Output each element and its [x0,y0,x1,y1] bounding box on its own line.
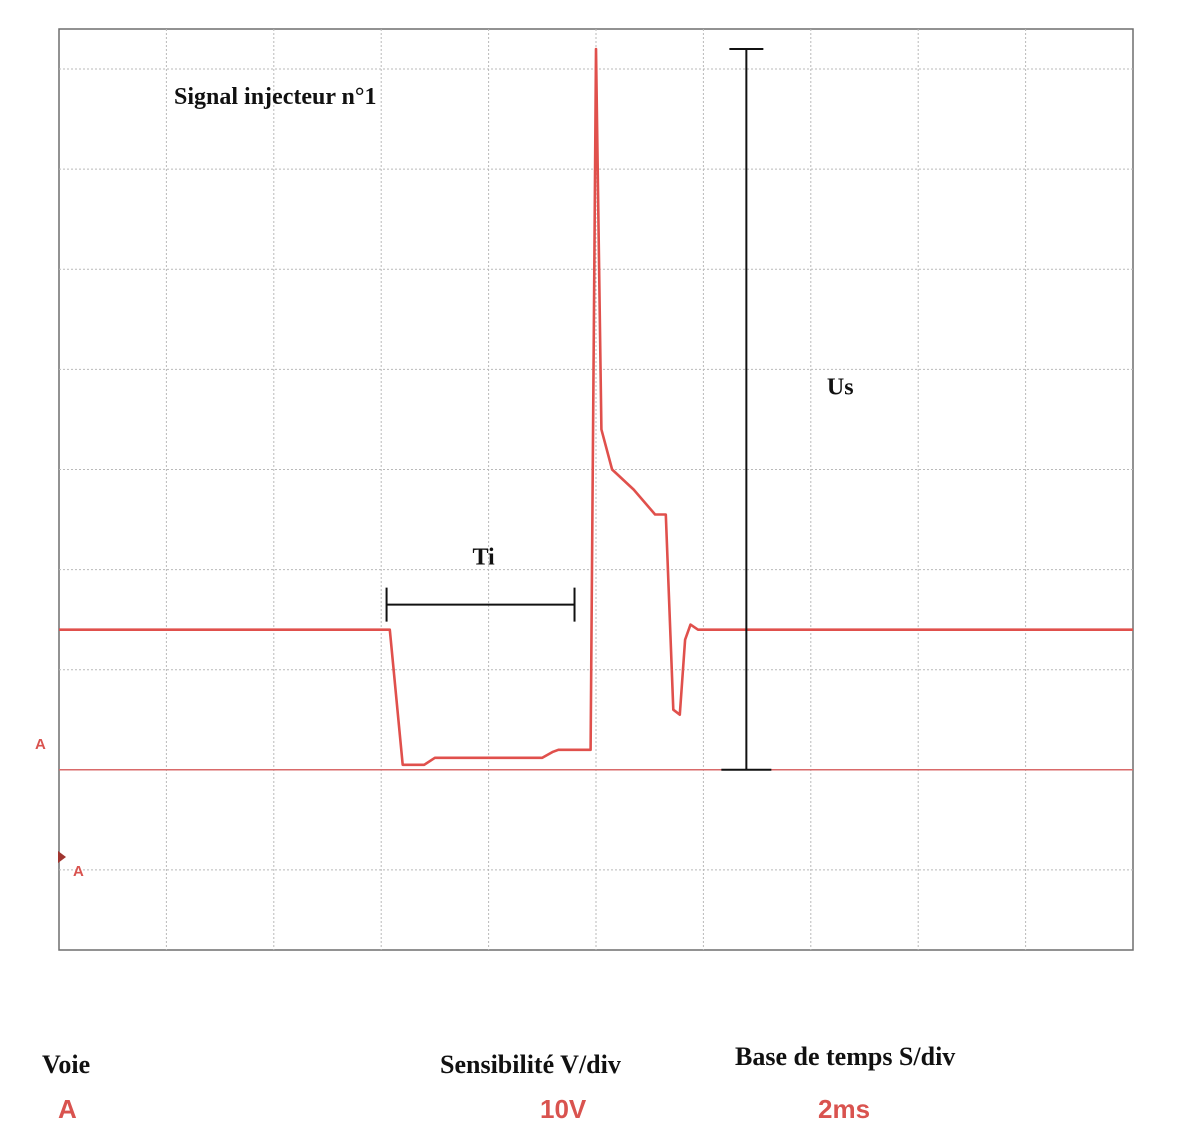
ti-label: Ti [472,545,495,571]
voie-label: Voie [42,1050,91,1079]
oscilloscope-screen: Ti Us Signal injecteur n°1 A A [35,28,1134,951]
signal-trace [59,47,1133,767]
voie-value: A [58,1094,77,1124]
chart-title: Signal injecteur n°1 [174,84,377,110]
sensitivity-value: 10V [540,1094,587,1124]
channel-marker-left: A [35,736,46,753]
annotations: Ti Us [385,48,854,771]
timebase-label: Base de temps S/div [735,1042,956,1071]
us-label: Us [827,374,854,400]
channel-ground-arrow-icon [58,851,66,863]
channel-marker-right: A [73,863,84,880]
sensitivity-label: Sensibilité V/div [440,1050,621,1079]
timebase-value: 2ms [818,1094,871,1124]
